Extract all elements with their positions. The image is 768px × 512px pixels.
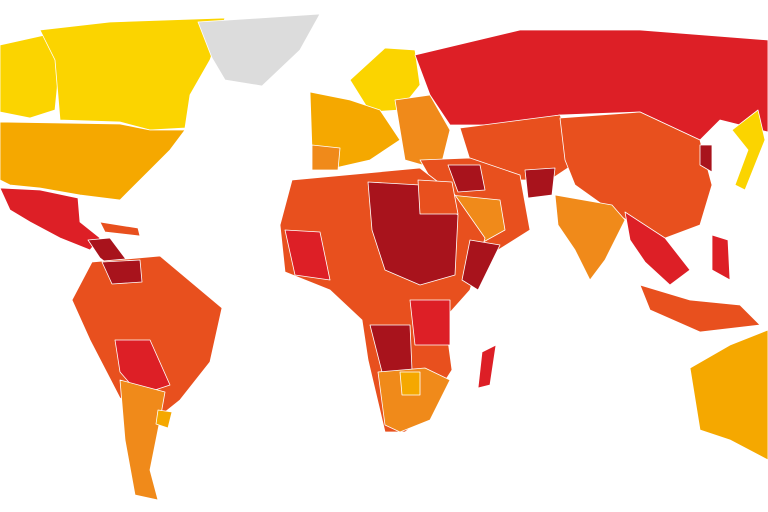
botswana (399, 371, 421, 396)
madagascar (477, 344, 497, 389)
india (554, 194, 626, 281)
southeast-asia (624, 211, 691, 286)
china (559, 111, 713, 241)
venezuela (101, 259, 143, 285)
eastern-europe (394, 94, 451, 171)
afghanistan (524, 167, 556, 199)
egypt (417, 179, 459, 215)
uruguay (155, 409, 173, 429)
canada (39, 17, 226, 131)
philippines (711, 234, 731, 281)
usa (0, 121, 186, 201)
indonesia (639, 284, 761, 333)
south-america (71, 255, 223, 421)
east-africa (409, 299, 451, 346)
greenland (197, 13, 321, 87)
australia (689, 329, 768, 461)
horn-of-africa (461, 239, 501, 291)
korea (699, 144, 713, 173)
japan (731, 109, 766, 191)
iberia (311, 144, 341, 171)
iraq-syria (447, 164, 486, 193)
southern-africa (377, 367, 451, 433)
caribbean (99, 221, 141, 237)
west-africa (284, 229, 331, 281)
argentina (119, 379, 166, 501)
